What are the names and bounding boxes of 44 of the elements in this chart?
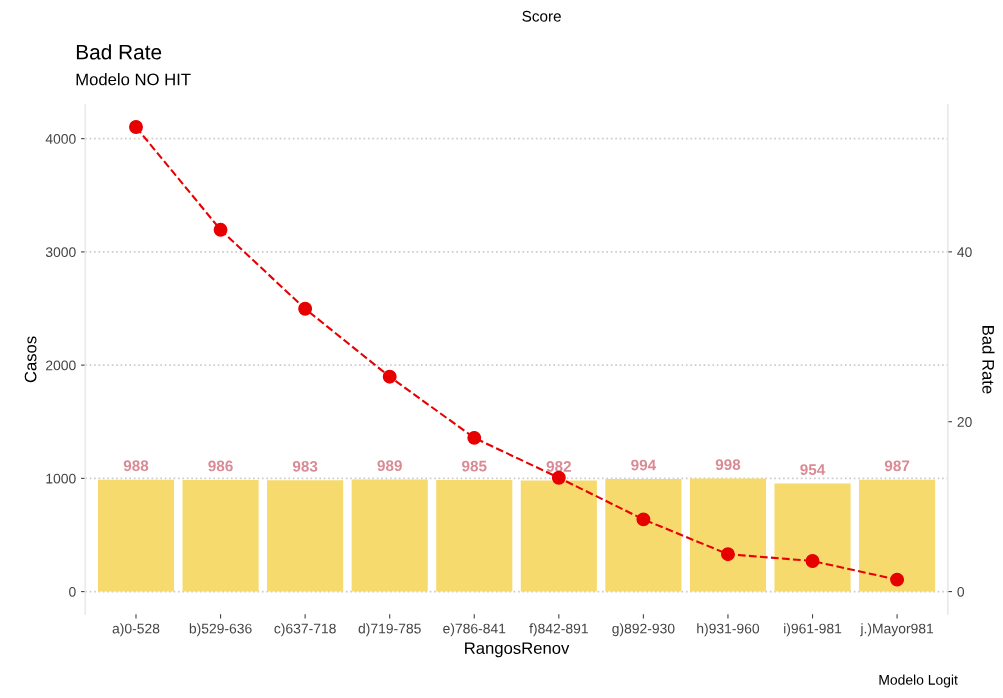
y-axis-title: Casos — [24, 336, 37, 383]
y-tick-label: 3000 — [45, 247, 76, 258]
data-label: 987 — [884, 460, 910, 472]
data-label: 988 — [123, 460, 149, 472]
data-label: 982 — [546, 461, 571, 472]
x-tick-label: e)786-841 — [443, 623, 506, 637]
y-tick-label: 2000 — [46, 360, 76, 371]
y-tick-label: 4000 — [45, 134, 76, 144]
x-tick-label: g)892-930 — [612, 623, 675, 637]
text: Modelo Logit — [879, 674, 958, 688]
point — [382, 369, 397, 384]
data-label: 983 — [292, 460, 318, 472]
x-tick-label: d)719-785 — [358, 623, 421, 637]
x-tick-label: f)842-891 — [529, 623, 588, 637]
x-tick-label: h)931-960 — [697, 623, 760, 637]
x-tick-label: c)637-718 — [274, 623, 336, 637]
point — [129, 120, 143, 134]
data-label: 954 — [800, 464, 826, 475]
x-axis-title: RangosRenov — [465, 642, 570, 658]
x-tick-label: a)0-528 — [112, 623, 160, 637]
y-tick-label: 0 — [69, 586, 76, 597]
point — [890, 572, 905, 587]
data-label: 998 — [715, 459, 741, 471]
y2-tick-label: 40 — [957, 247, 972, 258]
y2-axis-title: Bad Rate — [982, 326, 995, 394]
x-tick-label: b)529-636 — [189, 623, 252, 637]
y2-tick-label: 20 — [957, 417, 972, 427]
x-tick-label: i)961-981 — [784, 623, 842, 637]
x-tick-label: j.)Mayor981 — [860, 623, 934, 637]
data-label: 986 — [208, 460, 233, 472]
data-label: 994 — [631, 459, 657, 471]
point — [298, 301, 313, 316]
y2-tick-label: 0 — [957, 586, 965, 597]
chart-title: Bad Rate — [76, 44, 162, 60]
text: Score — [522, 10, 561, 22]
data-label: 985 — [462, 460, 487, 472]
point — [636, 512, 651, 527]
data-label: 989 — [377, 460, 402, 472]
point — [721, 547, 735, 562]
chart-subtitle: Modelo NO HIT — [76, 73, 191, 86]
point — [467, 430, 482, 445]
point — [213, 222, 228, 237]
y-tick-label: 1000 — [46, 473, 76, 484]
point — [805, 554, 820, 568]
